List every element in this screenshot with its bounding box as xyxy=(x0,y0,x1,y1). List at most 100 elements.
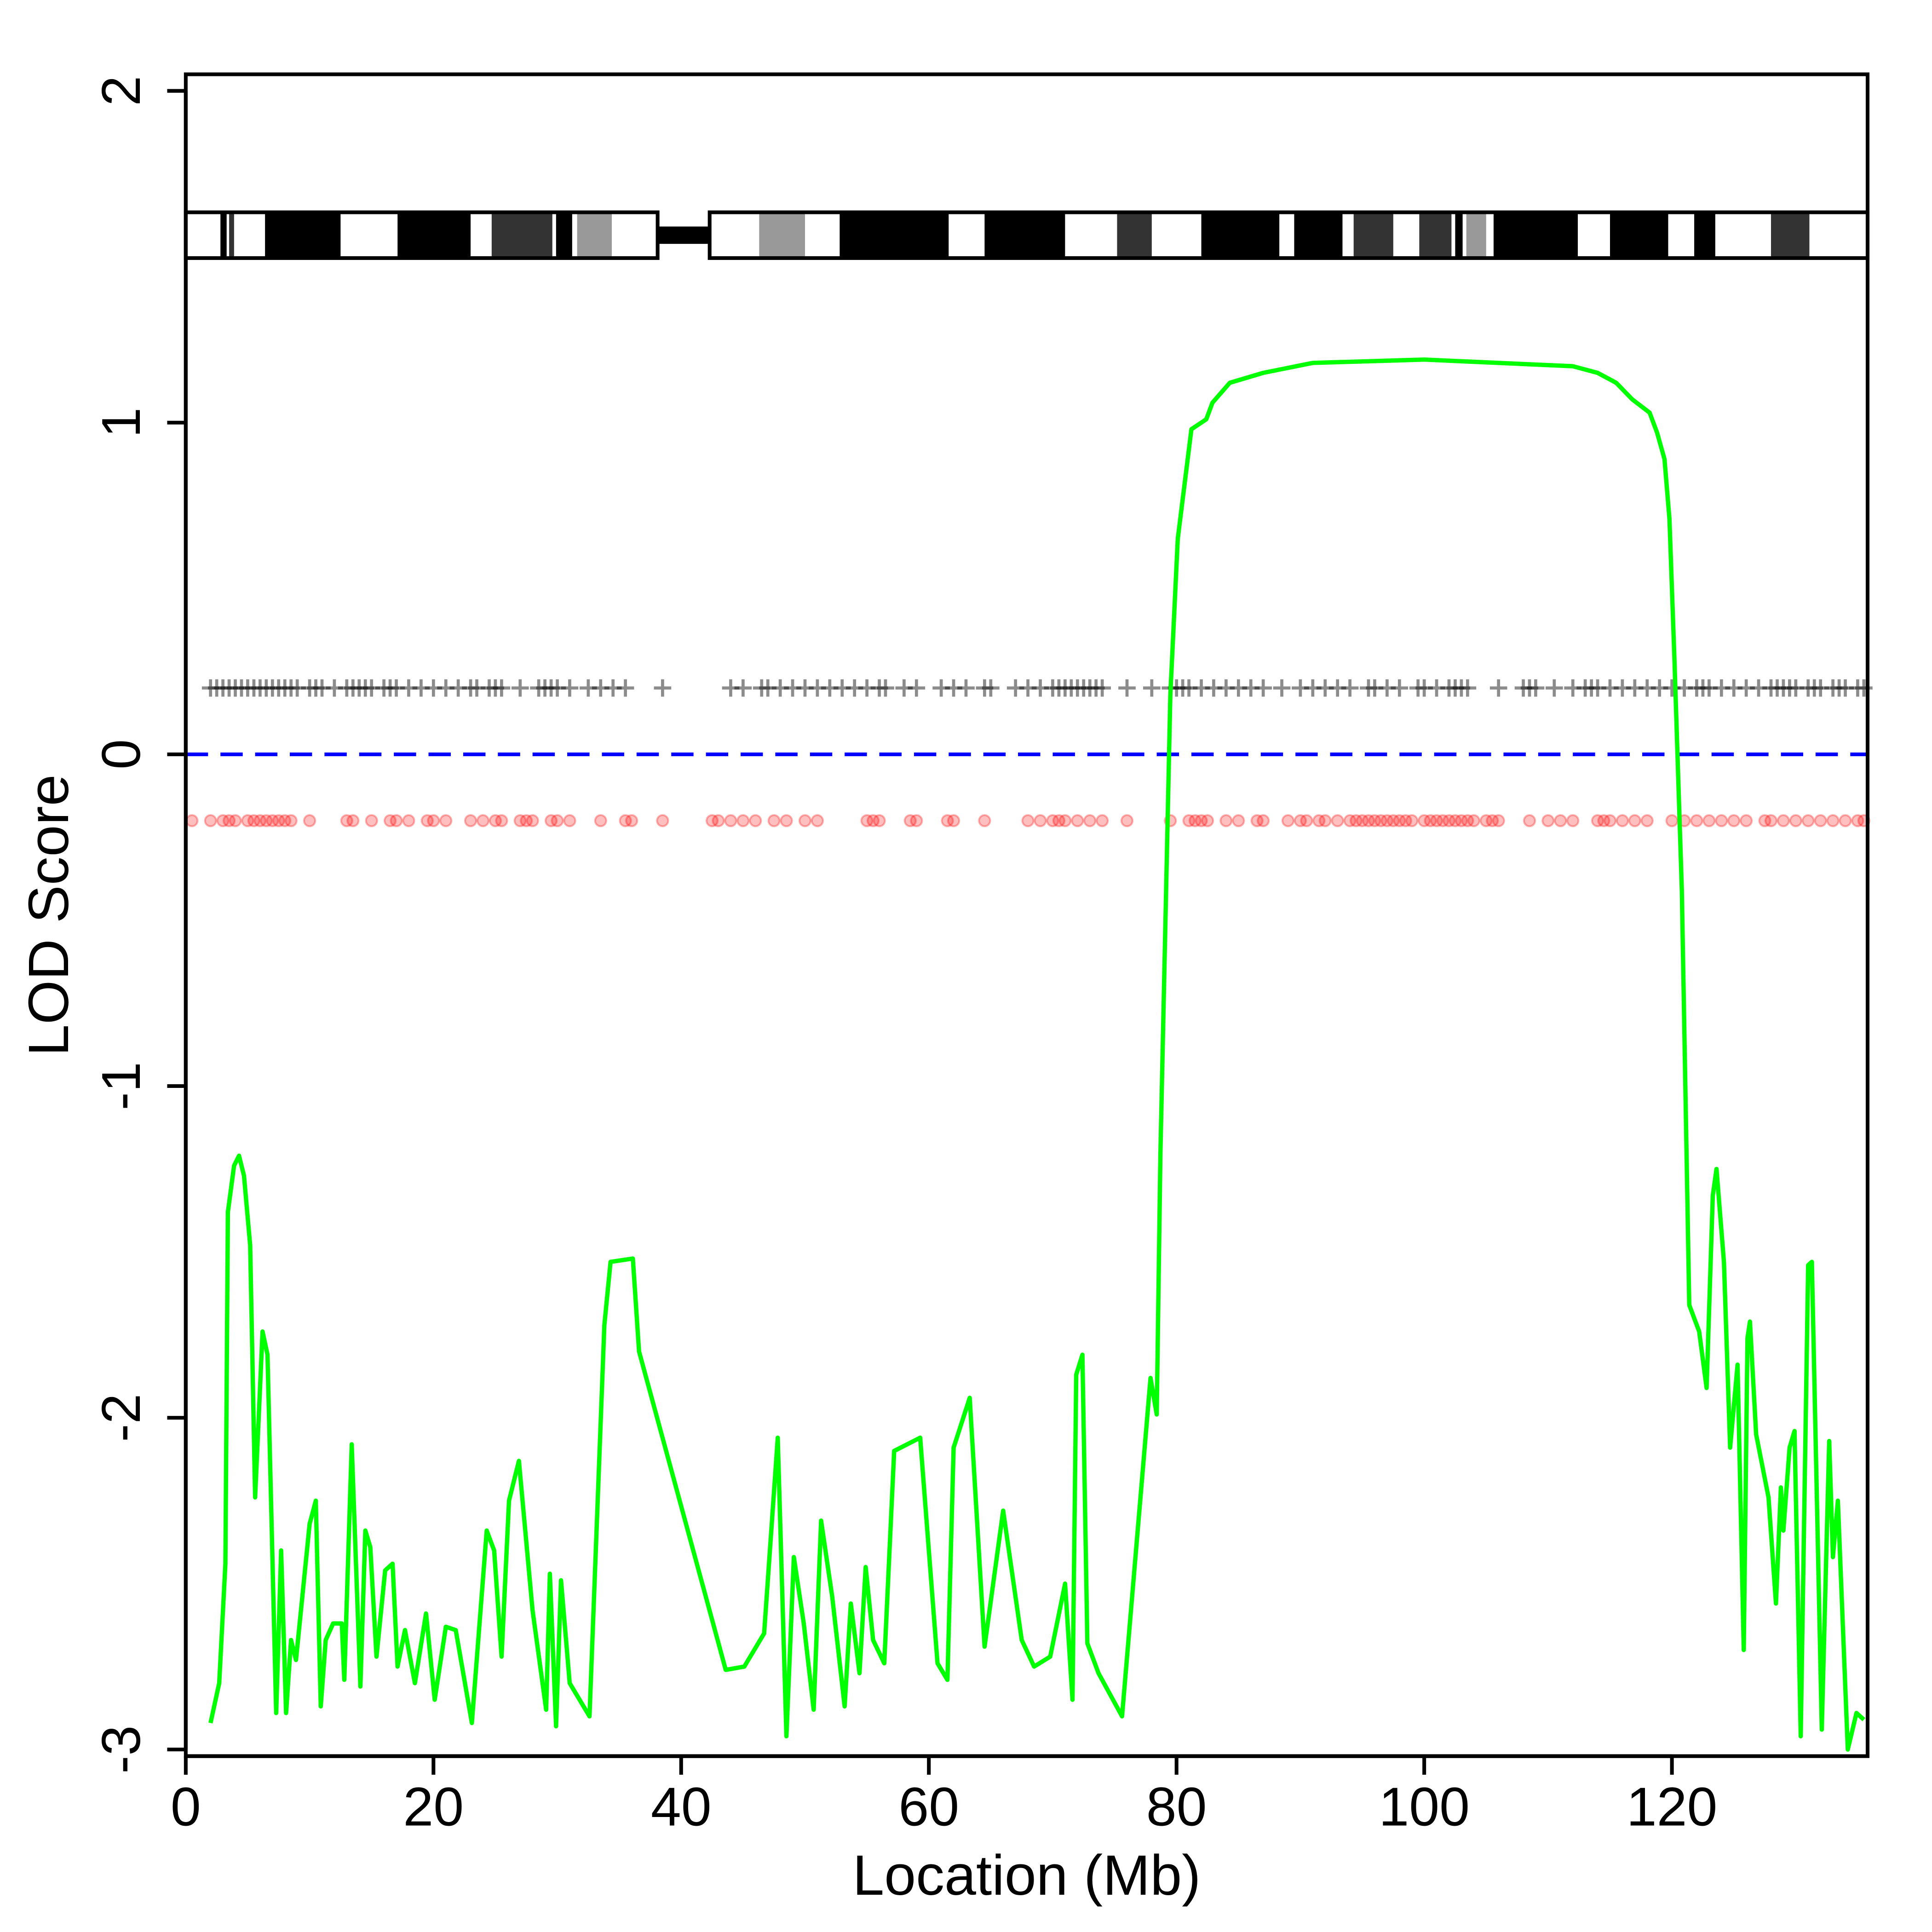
y-tick-label: 2 xyxy=(91,76,152,106)
marker-circle xyxy=(427,814,440,828)
marker-cross xyxy=(592,679,610,697)
marker-circle xyxy=(811,814,824,828)
chromosome-band xyxy=(1294,212,1343,259)
chromosome-band xyxy=(491,212,552,259)
marker-cross xyxy=(536,679,554,697)
marker-cross xyxy=(1799,679,1817,697)
marker-cross xyxy=(1019,679,1037,697)
marker-cross xyxy=(258,679,275,697)
marker-cross xyxy=(1582,679,1600,697)
marker-cross xyxy=(1409,679,1427,697)
marker-cross xyxy=(1341,679,1359,697)
marker-circle xyxy=(544,814,558,828)
marker-cross xyxy=(654,679,672,697)
marker-circle xyxy=(1294,814,1307,828)
marker-cross xyxy=(1031,679,1049,697)
marker-cross xyxy=(511,679,529,697)
marker-cross xyxy=(362,679,380,697)
marker-cross xyxy=(845,679,863,697)
marker-cross xyxy=(1044,679,1062,697)
marker-circle xyxy=(247,814,261,828)
marker-circle xyxy=(1851,814,1864,828)
marker-cross xyxy=(1787,679,1805,697)
marker-circle xyxy=(284,814,298,828)
marker-circle xyxy=(1250,814,1264,828)
chromosome-band xyxy=(220,212,227,259)
marker-cross xyxy=(1489,679,1507,697)
chromosome-band xyxy=(1771,212,1810,259)
marker-circle xyxy=(1343,814,1357,828)
marker-cross xyxy=(1694,679,1712,697)
marker-circle xyxy=(780,814,793,828)
marker-cross xyxy=(895,679,913,697)
marker-cross xyxy=(1589,679,1606,697)
marker-cross xyxy=(542,679,560,697)
marker-circle xyxy=(1436,814,1449,828)
marker-circle xyxy=(551,814,564,828)
marker-cross xyxy=(1514,679,1532,697)
marker-cross xyxy=(548,679,566,697)
marker-circle xyxy=(1690,814,1703,828)
marker-cross xyxy=(1254,679,1272,697)
marker-circle xyxy=(1374,814,1388,828)
marker-cross xyxy=(251,679,269,697)
marker-cross xyxy=(1316,679,1334,697)
marker-circle xyxy=(1789,814,1802,828)
marker-cross xyxy=(1391,679,1409,697)
y-tick-label: -3 xyxy=(91,1725,152,1774)
chromosome-band xyxy=(556,212,572,259)
marker-circle xyxy=(1312,814,1326,828)
marker-circle xyxy=(705,814,719,828)
chromosome-band xyxy=(984,212,1065,259)
marker-circle xyxy=(513,814,527,828)
marker-cross xyxy=(722,679,740,697)
marker-circle xyxy=(383,814,397,828)
marker-cross xyxy=(375,679,393,697)
marker-cross xyxy=(1459,679,1477,697)
marker-cross xyxy=(449,679,467,697)
marker-cross xyxy=(759,679,777,697)
x-tick-label: 20 xyxy=(403,1777,464,1837)
marker-cross xyxy=(214,679,232,697)
x-tick-label: 100 xyxy=(1379,1777,1470,1837)
marker-cross xyxy=(412,679,430,697)
marker-circle xyxy=(866,814,880,828)
marker-circle xyxy=(1393,814,1406,828)
marker-cross xyxy=(1638,679,1656,697)
x-tick-label: 60 xyxy=(898,1777,959,1837)
x-axis-label: Location (Mb) xyxy=(852,1844,1201,1907)
chromosome-band xyxy=(229,212,234,259)
marker-circle xyxy=(1362,814,1375,828)
marker-cross xyxy=(1527,679,1545,697)
chromosome-band xyxy=(265,212,341,259)
marker-cross xyxy=(932,679,950,697)
marker-circle xyxy=(1386,814,1400,828)
marker-circle xyxy=(365,814,378,828)
marker-cross xyxy=(1180,679,1198,697)
marker-cross xyxy=(1440,679,1458,697)
marker-cross xyxy=(1521,679,1538,697)
marker-circle xyxy=(1331,814,1344,828)
marker-circle xyxy=(1603,814,1617,828)
marker-circle xyxy=(1071,814,1084,828)
marker-circle xyxy=(1715,814,1728,828)
marker-circle xyxy=(1449,814,1462,828)
marker-circle xyxy=(1201,814,1214,828)
marker-cross xyxy=(1217,679,1235,697)
marker-cross xyxy=(1081,679,1099,697)
marker-cross xyxy=(1378,679,1396,697)
marker-cross xyxy=(226,679,244,697)
marker-circle xyxy=(1219,814,1233,828)
marker-cross xyxy=(338,679,356,697)
marker-cross xyxy=(208,679,226,697)
marker-circle xyxy=(390,814,403,828)
marker-circle xyxy=(340,814,353,828)
marker-circle xyxy=(798,814,812,828)
marker-circle xyxy=(724,814,737,828)
marker-circle xyxy=(1541,814,1555,828)
marker-cross xyxy=(616,679,634,697)
marker-cross xyxy=(1725,679,1743,697)
marker-circle xyxy=(1758,814,1771,828)
marker-cross xyxy=(1713,679,1731,697)
marker-circle xyxy=(476,814,490,828)
